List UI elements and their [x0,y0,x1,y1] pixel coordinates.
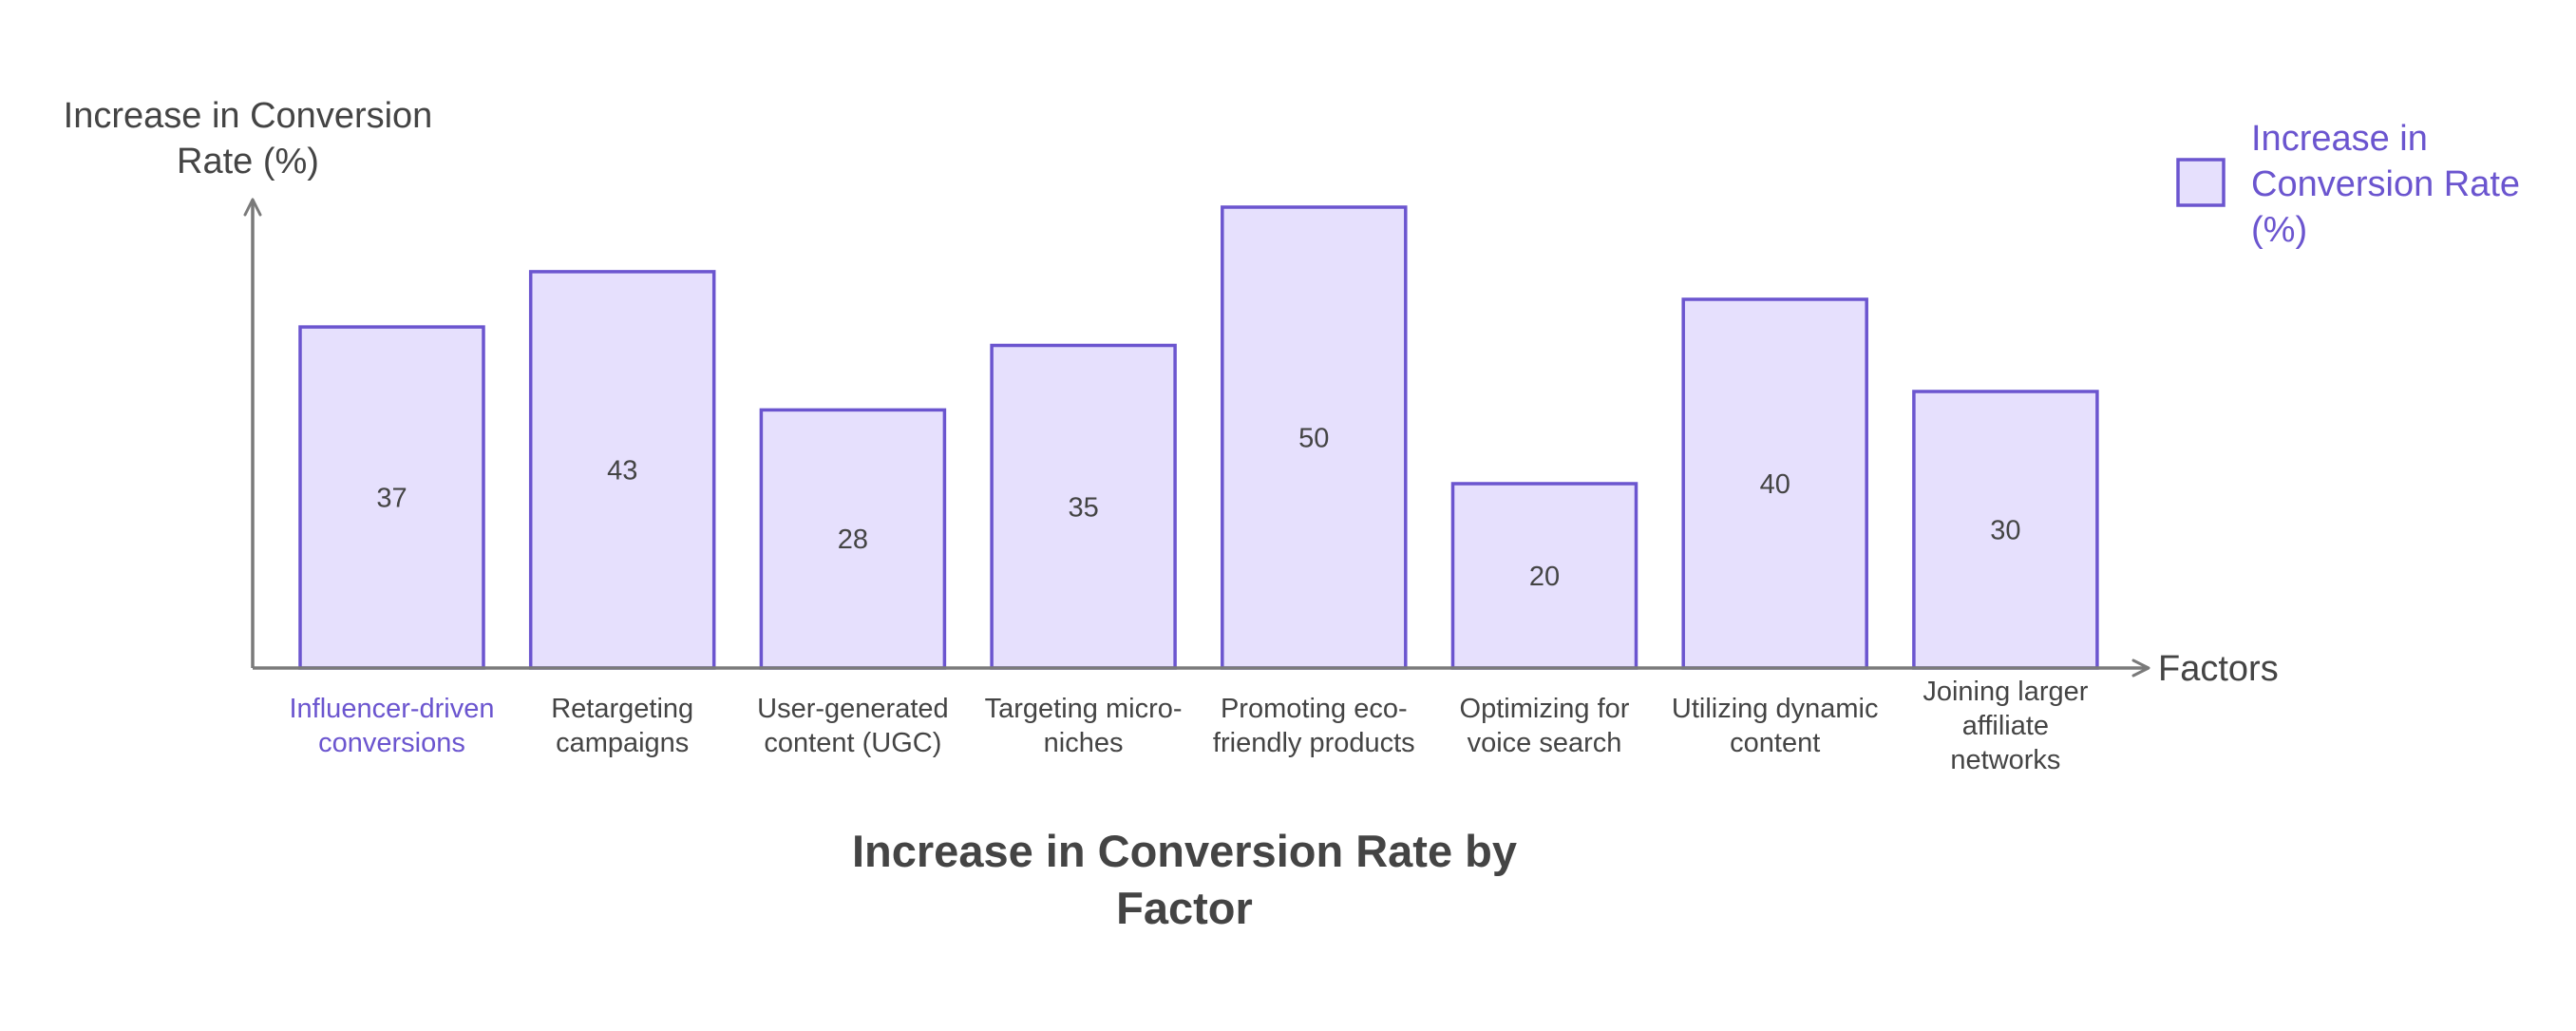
bar-6 [1450,482,1638,670]
bar-value-label: 20 [1529,562,1560,592]
bar-2 [528,270,716,670]
category-label: Utilizing dynamic content [1672,694,1879,758]
category-label: Joining larger affiliate networks [1923,677,2088,775]
bar-value-label: 28 [838,525,868,555]
category-label: Promoting eco-friendly products [1213,694,1415,758]
category-label: Targeting micro-niches [985,694,1183,758]
category-label: Retargeting campaigns [551,694,693,758]
bar-value-label: 30 [1990,516,2020,546]
category-label: Optimizing for voice search [1460,694,1630,758]
y-axis-label: Increase in Conversion Rate (%) [64,96,433,181]
axes-layer: Increase in Conversion Rate (%) Factors [64,96,2279,689]
chart-title-group: Increase in Conversion Rate by Factor [852,826,1517,933]
bar-5 [1221,205,1408,670]
bars-layer: 37 43 28 35 50 20 40 30 [298,205,2099,670]
bar-value-label: 50 [1298,424,1329,454]
category-label: Influencer-driven conversions [290,694,495,758]
labels-layer: Influencer-driven conversions Retargeting c… [290,677,2089,775]
x-axis-label: Factors [2158,649,2279,689]
bar-3 [759,408,947,670]
chart-title: Increase in Conversion Rate by Factor [852,826,1517,933]
bar-1 [298,325,485,670]
bar-4 [990,343,1177,670]
bar-8 [1912,390,2099,670]
category-label: User-generated content (UGC) [757,694,949,758]
legend-swatch [2176,158,2226,207]
bar-value-label: 40 [1760,469,1790,500]
legend-label: Increase in Conversion Rate (%) [2251,119,2520,250]
bar-value-label: 35 [1068,492,1098,523]
bar-value-label: 43 [607,455,637,486]
bar-value-label: 37 [376,484,407,514]
legend: Increase in Conversion Rate (%) [2176,119,2520,250]
